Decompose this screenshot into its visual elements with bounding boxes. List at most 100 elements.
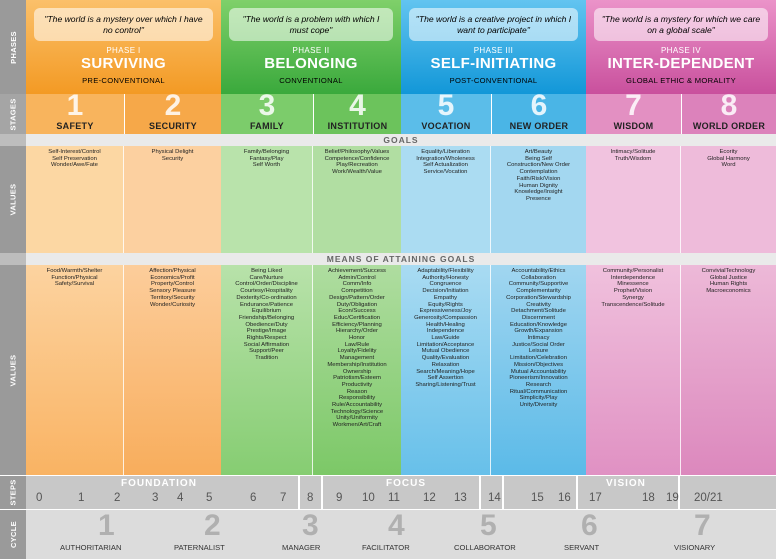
means-column-5: Adaptability/Flexibility Authority/Honest… (401, 265, 491, 475)
value-item: Courtesy/Hospitality (240, 288, 293, 295)
value-item: Efficiency/Planning (332, 321, 382, 328)
side-label-cycle: CYCLE (0, 510, 26, 559)
value-item: Decision/Initiation (422, 288, 469, 295)
means-column-2: Affection/Physical Economics/Profit Proper… (124, 265, 221, 475)
stage-name: WISDOM (613, 121, 654, 131)
means-header: MEANS OF ATTAINING GOALS (26, 253, 776, 265)
steps-group-vision: VISION (606, 478, 646, 489)
value-item: Education/Knowledge (510, 321, 567, 328)
value-item: Generosity/Compassion (414, 314, 477, 321)
value-item: Limitation/Acceptance (416, 341, 475, 348)
step-number: 11 (388, 492, 400, 504)
value-item: Tradition (255, 355, 278, 362)
value-item: Truth/Wisdom (614, 155, 652, 162)
value-item: Workmen/Art/Craft (332, 422, 382, 429)
value-item: Security (161, 155, 184, 162)
goals-column-7: Intimacy/Solitude Truth/Wisdom (586, 146, 681, 253)
value-item: Rule/Accountability (331, 402, 383, 409)
stage-name: FAMILY (250, 121, 284, 131)
stage-institution: 4 INSTITUTION (313, 91, 401, 134)
step-number: 7 (280, 492, 287, 504)
means-column-1: Food/Warmth/Shelter Function/Physical Safe… (26, 265, 124, 475)
value-item: Responsibility (338, 395, 376, 402)
value-item: Human Rights (709, 281, 748, 288)
value-item: Work/Wealth/Value (332, 169, 382, 176)
cycle-name: VISIONARY (674, 543, 716, 552)
value-item: Competence/Confidence (324, 155, 390, 162)
phase-label: PHASE II (292, 46, 330, 55)
value-item: Econ/Success (338, 308, 376, 315)
value-item: Educ/Certification (333, 314, 381, 321)
value-item: Wonder/Awe/Fate (51, 162, 98, 169)
phase-subtitle: PRE-CONVENTIONAL (82, 76, 165, 85)
value-item: Word (721, 162, 736, 169)
step-number: 16 (558, 492, 571, 504)
stage-name: SAFETY (56, 121, 94, 131)
value-item: Empathy (433, 294, 458, 301)
value-item: Family/Belonging (243, 149, 290, 155)
steps-divider (502, 476, 504, 509)
stages-row: 1 SAFETY 2 SECURITY 3 FAMILY 4 INSTITUTION 5… (26, 89, 776, 134)
value-item: Duty/Obligation (336, 301, 378, 308)
value-item: Self-Interest/Control (48, 149, 101, 155)
steps-divider (321, 476, 323, 509)
stage-family: 3 FAMILY (221, 91, 313, 134)
side-label-values-means: VALUES (0, 265, 26, 475)
stage-name: VOCATION (421, 121, 471, 131)
value-item: Discernment (521, 314, 556, 321)
value-item: Honor (348, 335, 366, 342)
value-item: Territory/Security (150, 294, 195, 301)
cycle-number: 7 (694, 509, 711, 542)
means-column-6: Accountability/Ethics Collaboration Commun… (491, 265, 586, 475)
value-item: Human Dignity (519, 182, 558, 189)
value-item: Belief/Philosophy/Values (324, 149, 390, 155)
step-number: 19 (666, 492, 679, 504)
phase-name: INTER-DEPENDENT (607, 55, 755, 72)
value-item: Obedience/Duty (245, 321, 288, 328)
value-item: Transcendence/Solitude (601, 301, 665, 308)
steps-group-focus: FOCUS (386, 478, 426, 489)
stage-name: NEW ORDER (509, 121, 569, 131)
value-item: Research (525, 381, 552, 388)
value-item: Prestige/Image (246, 328, 287, 335)
side-label-phases: PHASES (0, 0, 26, 94)
value-item: Independence (426, 328, 465, 335)
value-item: Integration/Wholeness (416, 155, 475, 162)
value-item: Sensory Pleasure (149, 288, 196, 295)
phase-name: SELF-INITIATING (430, 55, 557, 72)
value-item: Intimacy/Solitude (610, 149, 656, 155)
value-item: Rights/Respect (246, 335, 287, 342)
cycle-number: 2 (204, 509, 221, 542)
value-item: Corporation/Stewardship (506, 294, 571, 301)
value-item: Being Self (525, 155, 552, 162)
cycle-name: SERVANT (564, 543, 600, 552)
value-item: Affection/Physical (149, 268, 196, 274)
value-item: Presence (526, 195, 551, 202)
phase-surviving: "The world is a mystery over which I hav… (26, 0, 221, 94)
phase-quote: "The world is a creative project in whic… (409, 8, 578, 41)
value-item: Social Affirmation (243, 341, 290, 348)
value-item: Mutual Accountability (510, 368, 567, 375)
cycle-number: 5 (480, 509, 497, 542)
step-number: 20/21 (694, 492, 723, 504)
phase-inter-dependent: "The world is a mystery for which we car… (586, 0, 776, 94)
value-item: Leisure (528, 348, 549, 355)
value-item: Global Harmony (707, 155, 750, 162)
value-item: Loyalty/Fidelity (337, 348, 377, 355)
value-item: Management (339, 355, 375, 362)
value-item: Quality/Evaluation (421, 355, 470, 362)
value-item: Membership/Institution (327, 361, 387, 368)
stage-number: 6 (530, 89, 548, 122)
phase-name: SURVIVING (81, 55, 166, 72)
stage-name: SECURITY (149, 121, 197, 131)
value-item: Equity/Rights (428, 301, 463, 308)
value-item: Wonder/Curiosity (149, 301, 196, 308)
goals-column-3: Family/Belonging Fantasy/Play Self Worth (221, 146, 313, 253)
stage-vocation: 5 VOCATION (401, 91, 491, 134)
value-item: Knowledge/Insight (514, 189, 563, 196)
value-item: Community/Supportive (508, 281, 569, 288)
cycle-name: COLLABORATOR (454, 543, 516, 552)
value-item: Ownership (342, 368, 372, 375)
value-item: Interdependence (610, 274, 656, 281)
phase-subtitle: GLOBAL ETHIC & MORALITY (625, 76, 736, 85)
